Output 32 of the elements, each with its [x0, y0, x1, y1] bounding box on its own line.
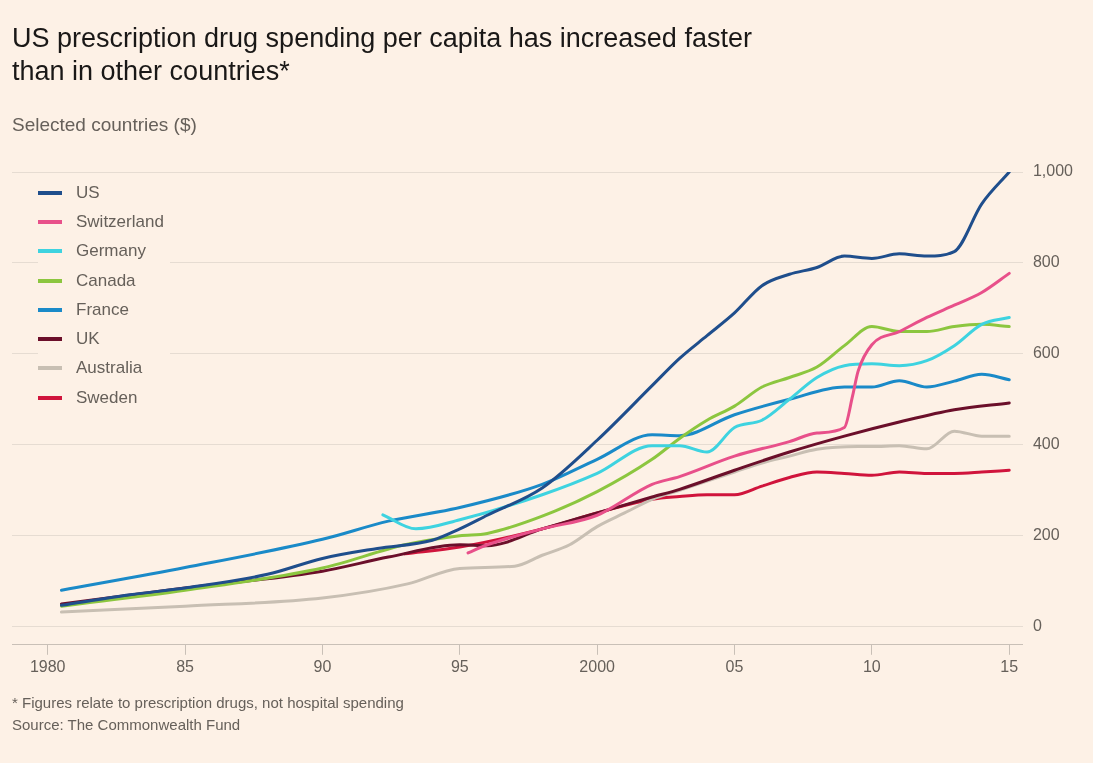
line-series: [59, 172, 1011, 607]
x-tick-label: 90: [313, 657, 332, 675]
text: * Figures relate to prescription drugs, not hospital spending: [12, 693, 404, 713]
legend-label: Sweden: [76, 387, 138, 408]
line-series: [466, 271, 1011, 555]
line-series: [59, 322, 1011, 608]
legend-label: US: [76, 182, 100, 203]
x-tick-label: 85: [176, 657, 195, 675]
y-tick-label: 1,000: [1032, 162, 1074, 180]
x-tick-label: 10: [862, 657, 881, 675]
line-series: [59, 372, 1011, 592]
chart-title: US prescription drug spending per capita has increased faster than in other countries*: [12, 22, 753, 88]
legend-label: France: [76, 299, 129, 320]
line-series: [381, 315, 1011, 531]
y-tick-label: 800: [1032, 253, 1060, 271]
source-note: Source: The Commonwealth Fund: [12, 715, 242, 735]
legend-label: Germany: [76, 241, 146, 262]
line-series: [59, 429, 1011, 614]
legend-label: Australia: [76, 358, 143, 379]
legend-label: Switzerland: [76, 211, 164, 232]
x-tick-label: 15: [1000, 657, 1019, 675]
y-tick-label: 400: [1032, 435, 1060, 453]
x-tick-label: 1980: [29, 657, 66, 675]
legend-label: UK: [76, 329, 100, 350]
y-tick-label: 600: [1032, 344, 1060, 362]
y-tick-label: 200: [1032, 526, 1060, 544]
legend-label: Canada: [76, 270, 136, 291]
chart-subtitle: Selected countries ($): [12, 114, 197, 136]
x-tick-label: 2000: [579, 657, 616, 675]
x-tick-label: 95: [450, 657, 469, 675]
y-tick-label: 0: [1032, 617, 1042, 635]
x-tick-label: 05: [725, 657, 744, 675]
